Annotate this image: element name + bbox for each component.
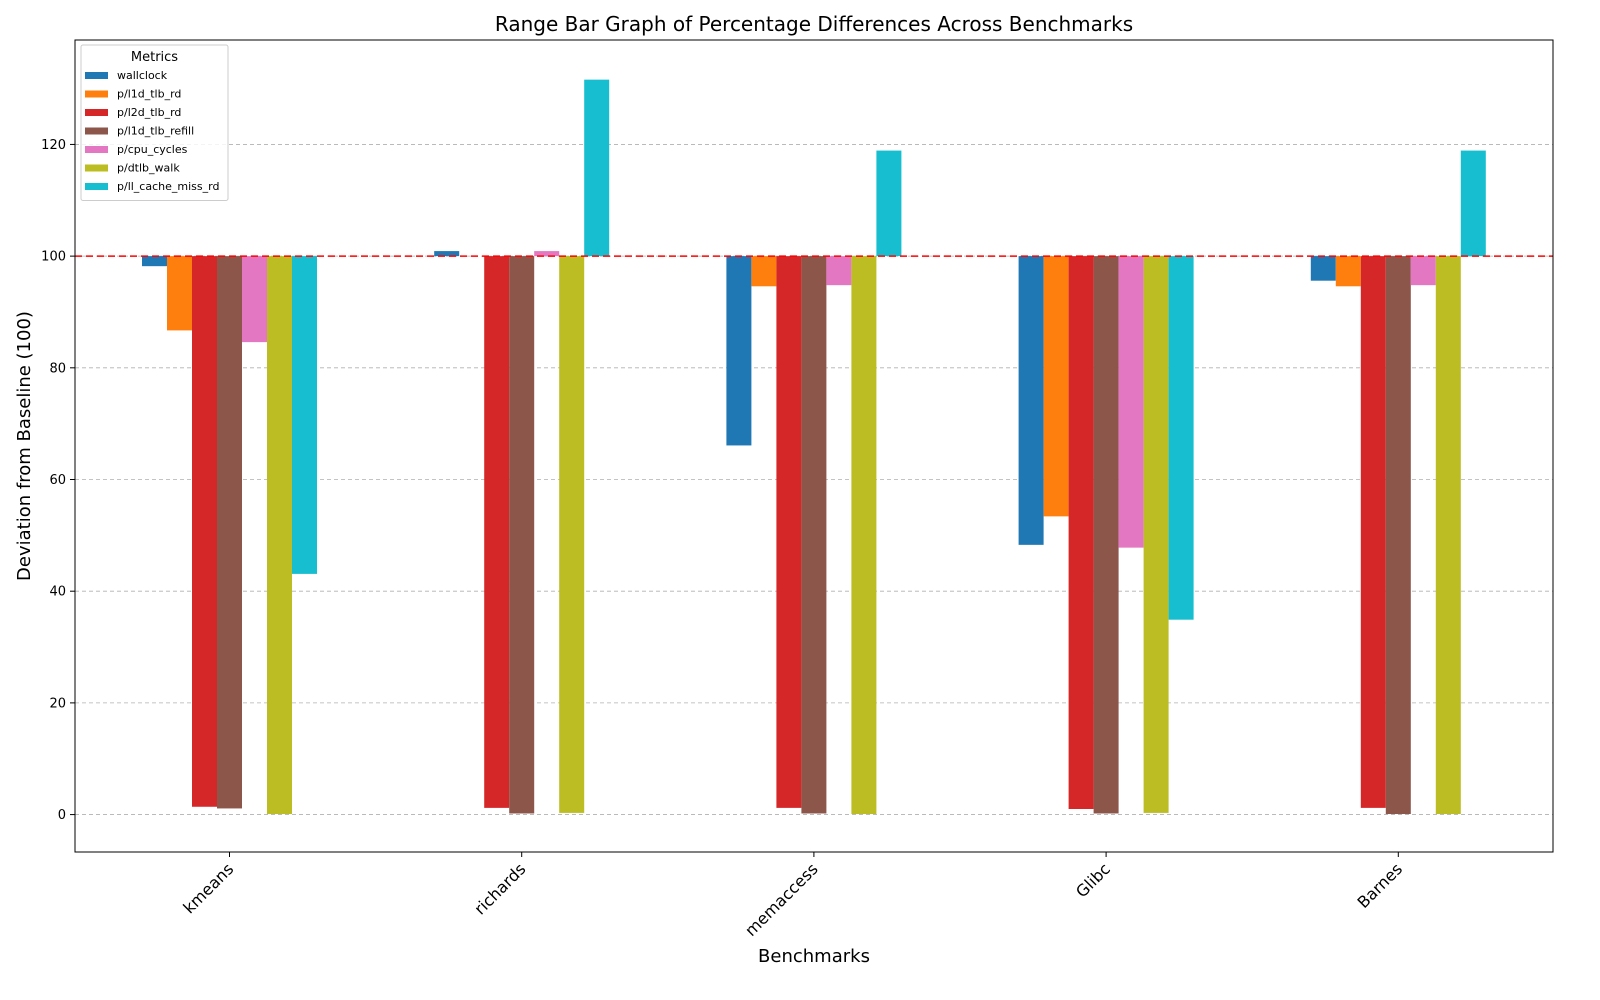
bar-p-ll-cache-miss-rd-kmeans [292,256,317,574]
legend-box [80,44,229,201]
bar-p-ll-cache-miss-rd-richards [584,79,610,257]
y-tick-label: 20 [49,696,66,711]
bar-p-dtlb-walk-richards [559,256,585,813]
legend-entry: p/l1d_tlb_rd [117,88,181,101]
bar-p-cpu-cycles-richards [534,251,560,257]
legend-entry: p/l2d_tlb_rd [117,106,181,119]
bar-wallclock-glibc [1018,256,1044,545]
bar-p-l2d-tlb-rd-memaccess [776,256,802,808]
bar-p-l1d-tlb-rd-kmeans [167,256,192,331]
y-tick-label: 0 [58,808,66,823]
bar-p-ll-cache-miss-rd-glibc [1168,256,1194,620]
bars [142,79,1486,815]
bar-p-l1d-tlb-rd-glibc [1043,256,1069,517]
legend-swatch [85,183,108,190]
bar-p-l1d-tlb-refill-richards [509,256,535,814]
legend-swatch [85,127,108,135]
x-axis-label: Benchmarks [758,946,870,967]
bar-p-cpu-cycles-memaccess [826,256,852,286]
y-tick-label: 40 [49,585,66,600]
chart-title: Range Bar Graph of Percentage Difference… [495,12,1133,36]
legend-entry: p/cpu_cycles [117,143,188,156]
bar-p-l1d-tlb-refill-kmeans [217,256,242,809]
bar-p-l2d-tlb-rd-barnes [1360,256,1386,808]
bar-p-l1d-tlb-rd-memaccess [751,256,777,287]
bar-p-l2d-tlb-rd-richards [484,256,510,808]
bar-wallclock-barnes [1310,256,1336,281]
legend-entry: p/dtlb_walk [117,162,180,175]
legend-entry: p/ll_cache_miss_rd [117,180,219,193]
bar-p-dtlb-walk-memaccess [851,256,877,815]
y-tick-label: 80 [49,361,66,376]
legend: Metrics wallclock p/l1d_tlb_rd p/l2d_tlb_rd… [80,44,229,201]
legend-entry: p/l1d_tlb_refill [117,125,194,138]
legend-entry: wallclock [117,69,168,82]
legend-title: Metrics [131,50,178,65]
legend-swatch [85,72,108,79]
y-axis-label: Deviation from Baseline (100) [14,311,35,581]
bar-wallclock-richards [434,251,460,257]
bar-wallclock-memaccess [726,256,752,446]
y-tick-label: 100 [41,250,66,265]
legend-swatch [85,90,108,98]
bar-p-dtlb-walk-kmeans [267,256,292,815]
bar-p-cpu-cycles-kmeans [242,256,267,343]
bar-p-l1d-tlb-refill-memaccess [801,256,827,814]
bar-p-dtlb-walk-barnes [1435,256,1461,815]
bar-p-ll-cache-miss-rd-barnes [1460,150,1486,257]
bar-p-ll-cache-miss-rd-memaccess [876,150,902,257]
bar-p-cpu-cycles-barnes [1410,256,1436,286]
bar-p-cpu-cycles-glibc [1118,256,1144,548]
bar-wallclock-kmeans [142,256,167,267]
bar-p-l1d-tlb-refill-barnes [1385,256,1411,815]
y-tick-label: 120 [41,138,66,153]
legend-swatch [85,146,108,153]
bar-p-l2d-tlb-rd-kmeans [192,256,217,807]
y-tick-label: 60 [49,473,66,488]
bar-p-l1d-tlb-refill-glibc [1093,256,1119,814]
bar-p-dtlb-walk-glibc [1143,256,1169,813]
y-axis: 0 20 40 60 80 100 120 [41,138,75,823]
legend-swatch [85,164,108,172]
bar-p-l2d-tlb-rd-glibc [1068,256,1094,809]
legend-swatch [85,109,108,116]
bar-p-l1d-tlb-rd-barnes [1335,256,1361,287]
